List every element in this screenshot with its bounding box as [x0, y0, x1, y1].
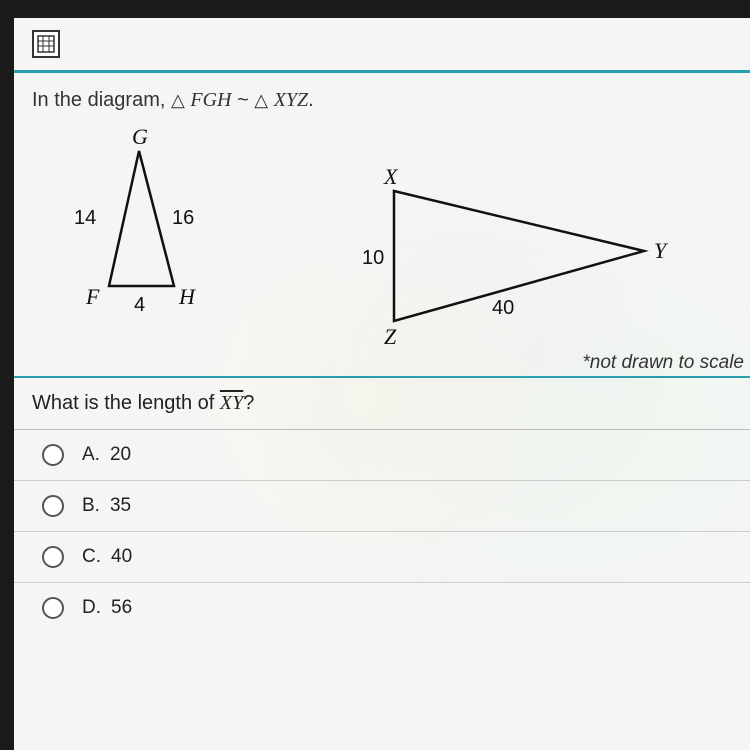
option-text: 56: [111, 597, 132, 619]
sub-suffix: ?: [243, 392, 254, 414]
similar-symbol: ~: [237, 89, 249, 111]
option-letter: C.: [82, 546, 101, 568]
vertex-h: H: [178, 284, 196, 309]
radio-icon[interactable]: [42, 495, 64, 517]
option-a[interactable]: A. 20: [14, 430, 750, 481]
option-letter: D.: [82, 597, 101, 619]
scale-note: *not drawn to scale: [582, 352, 744, 374]
vertex-x: X: [383, 166, 399, 189]
vertex-z: Z: [384, 324, 397, 349]
sub-prefix: What is the length of: [32, 392, 220, 414]
segment-name: XY: [220, 392, 243, 414]
option-c[interactable]: C. 40: [14, 532, 750, 583]
vertex-f: F: [85, 284, 100, 309]
radio-icon[interactable]: [42, 444, 64, 466]
side-zy: 40: [492, 297, 514, 319]
radio-icon[interactable]: [42, 546, 64, 568]
triangle-symbol-2: △: [254, 90, 268, 110]
side-fg: 14: [74, 207, 96, 229]
stem-suffix: .: [308, 89, 314, 111]
vertex-g: G: [132, 126, 148, 149]
options-list: A. 20 B. 35 C. 40 D. 56: [14, 430, 750, 633]
option-text: 40: [111, 546, 132, 568]
radio-icon[interactable]: [42, 597, 64, 619]
diagram-area: G F H 14 16 4 X Z Y 10 40 *not draw: [14, 116, 750, 376]
triangle-fgh: G F H 14 16 4: [64, 126, 234, 331]
option-text: 20: [110, 444, 131, 466]
table-icon[interactable]: [32, 30, 60, 58]
stem-prefix: In the diagram,: [32, 89, 171, 111]
option-text: 35: [110, 495, 131, 517]
content-area: In the diagram, △ FGH ~ △ XYZ. G F H 14 …: [14, 18, 750, 750]
option-b[interactable]: B. 35: [14, 481, 750, 532]
vertex-y: Y: [654, 238, 669, 263]
side-xz: 10: [362, 247, 384, 269]
side-gh: 16: [172, 207, 194, 229]
question-stem: In the diagram, △ FGH ~ △ XYZ.: [14, 73, 750, 116]
sub-question: What is the length of XY?: [14, 378, 750, 430]
side-fh: 4: [134, 294, 145, 316]
option-letter: B.: [82, 495, 100, 517]
option-d[interactable]: D. 56: [14, 583, 750, 633]
triangle-symbol-1: △: [171, 90, 185, 110]
option-letter: A.: [82, 444, 100, 466]
triangle1-name: FGH: [190, 89, 231, 111]
triangle-xyz: X Z Y 10 40: [344, 166, 704, 361]
triangle2-name: XYZ: [274, 89, 308, 111]
toolbar: [14, 18, 750, 73]
device-frame: In the diagram, △ FGH ~ △ XYZ. G F H 14 …: [0, 0, 750, 750]
